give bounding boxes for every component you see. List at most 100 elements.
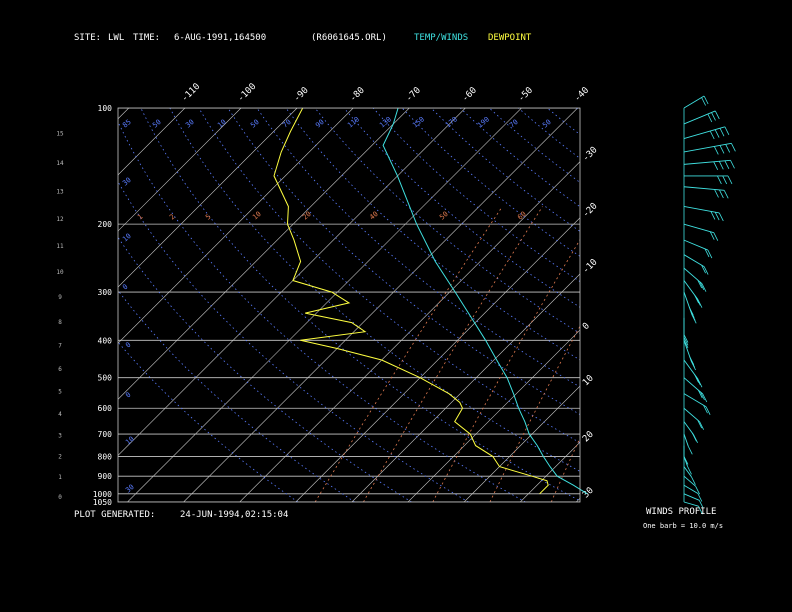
pressure-tick-label: 500: [98, 374, 113, 383]
isotherm-top-label: -100: [236, 82, 258, 104]
dry-adiabat-label: 150: [411, 115, 426, 129]
site-label: SITE:: [74, 33, 102, 43]
mixing-ratio-label: 40: [368, 210, 380, 222]
isotherm-line: [745, 108, 792, 502]
wind-barb-flag: [699, 281, 705, 290]
dry-adiabat: [343, 108, 580, 308]
dry-adiabat: [314, 108, 580, 334]
isotherm-line: [0, 108, 17, 502]
isotherm-line: [351, 273, 580, 502]
wind-barb: [683, 223, 714, 234]
isotherm-line: [239, 161, 580, 502]
wind-barb-flag: [689, 356, 695, 365]
isotherm-right-label: 10: [581, 373, 596, 388]
wind-barb-flag: [727, 175, 733, 185]
mixing-ratio-label: 2: [168, 213, 176, 222]
mixing-ratio-label: 20: [301, 210, 313, 222]
site-value: LWL: [108, 33, 125, 43]
wind-barb: [683, 267, 703, 285]
pressure-tick-label: 700: [98, 430, 113, 439]
dry-adiabat: [118, 289, 355, 502]
pressure-tick-label: 900: [98, 472, 113, 481]
isotherm-top-label: -40: [573, 86, 592, 105]
wind-barb-flag: [701, 97, 706, 106]
wind-barb-flag: [703, 95, 709, 105]
wind-barb-flag: [713, 232, 719, 241]
time-label: TIME:: [133, 33, 161, 43]
dry-adiabat-label: 190: [476, 115, 491, 129]
wind-barb-flag: [705, 406, 711, 415]
isotherm-line: [118, 108, 298, 288]
isotherm-top-label: -50: [517, 86, 536, 105]
dry-adiabat: [118, 236, 412, 502]
wind-barb-flag: [697, 419, 703, 429]
isotherm-line: [407, 329, 580, 502]
pressure-tick-label: 800: [98, 452, 113, 461]
wind-barb-flag: [713, 161, 719, 170]
isotherm-right-label: 30: [581, 486, 596, 501]
dry-adiabat-label: 10: [121, 232, 133, 244]
isotherm-right-label: 20: [581, 430, 596, 445]
wind-barb: [683, 142, 732, 153]
wind-barb-flag: [688, 306, 694, 316]
isotherm-right-label: -30: [581, 145, 600, 164]
dry-adiabat-label: 50: [541, 118, 553, 130]
dry-adiabat: [634, 108, 792, 502]
isotherm-line: [0, 108, 73, 502]
dry-adiabat-label: 130: [378, 115, 393, 129]
wind-barb-flag: [719, 145, 725, 154]
dry-adiabat: [459, 108, 580, 208]
dry-adiabat: [140, 108, 580, 502]
height-tick-label: 5: [58, 389, 62, 396]
mixing-ratio-line: [363, 206, 543, 502]
wind-barb: [683, 186, 725, 191]
dry-adiabat: [118, 120, 526, 502]
dry-adiabat: [118, 341, 299, 502]
wind-barb: [683, 493, 700, 501]
isotherm-line: [463, 385, 580, 502]
wind-barb-flag: [697, 299, 703, 308]
wind-barb-flag: [714, 211, 720, 221]
dry-adiabat-label: 170: [444, 115, 459, 129]
wind-barb-flag: [718, 212, 724, 222]
height-tick-label: 6: [58, 366, 62, 373]
dry-adiabat-label: 30: [124, 483, 136, 495]
dry-adiabat-label: 30: [121, 176, 133, 188]
dry-adiabat-label: 110: [346, 115, 361, 129]
dry-adiabat: [605, 108, 792, 502]
dry-adiabat-label: 0: [124, 341, 132, 350]
dry-adiabat-label: 0: [124, 391, 132, 400]
isotherm-line: [295, 217, 580, 502]
mixing-ratio-line: [489, 325, 580, 502]
plot-generated-label: PLOT GENERATED:: [74, 510, 156, 520]
height-tick-label: 3: [58, 432, 62, 439]
wind-barb-flag: [722, 175, 728, 185]
wind-barb-flag: [695, 486, 700, 495]
dry-adiabat: [198, 108, 580, 444]
wind-barb-flag: [709, 231, 715, 240]
dry-adiabat-label: 50: [249, 118, 261, 130]
wind-barb-flag: [697, 379, 703, 388]
dry-adiabat: [430, 108, 580, 232]
mixing-ratio-label: 1: [136, 213, 144, 222]
wind-barb-flag: [709, 130, 715, 140]
height-tick-label: 0: [58, 494, 62, 501]
pressure-tick-label: 600: [98, 404, 113, 413]
dry-adiabat: [518, 108, 580, 159]
isotherm-top-label: -110: [180, 82, 202, 104]
dry-adiabat-label: 0: [121, 283, 129, 292]
mixing-ratio-label: 50: [438, 210, 450, 222]
height-tick-label: 11: [56, 243, 64, 250]
pressure-tick-label: 400: [98, 336, 113, 345]
dry-adiabat: [256, 108, 580, 388]
wind-barb-flag: [701, 283, 707, 292]
isotherm-top-label: -90: [292, 86, 311, 105]
mixing-ratio-line: [550, 437, 580, 502]
label-layer: 1002003004005006007008009001000105001234…: [56, 82, 599, 507]
wind-barb-flag: [713, 146, 719, 155]
pressure-tick-label: 300: [98, 288, 113, 297]
height-tick-label: 13: [56, 188, 64, 195]
dry-adiabat-label: 85: [121, 118, 133, 130]
wind-barb: [683, 393, 707, 408]
isotherm-line: [127, 108, 522, 502]
